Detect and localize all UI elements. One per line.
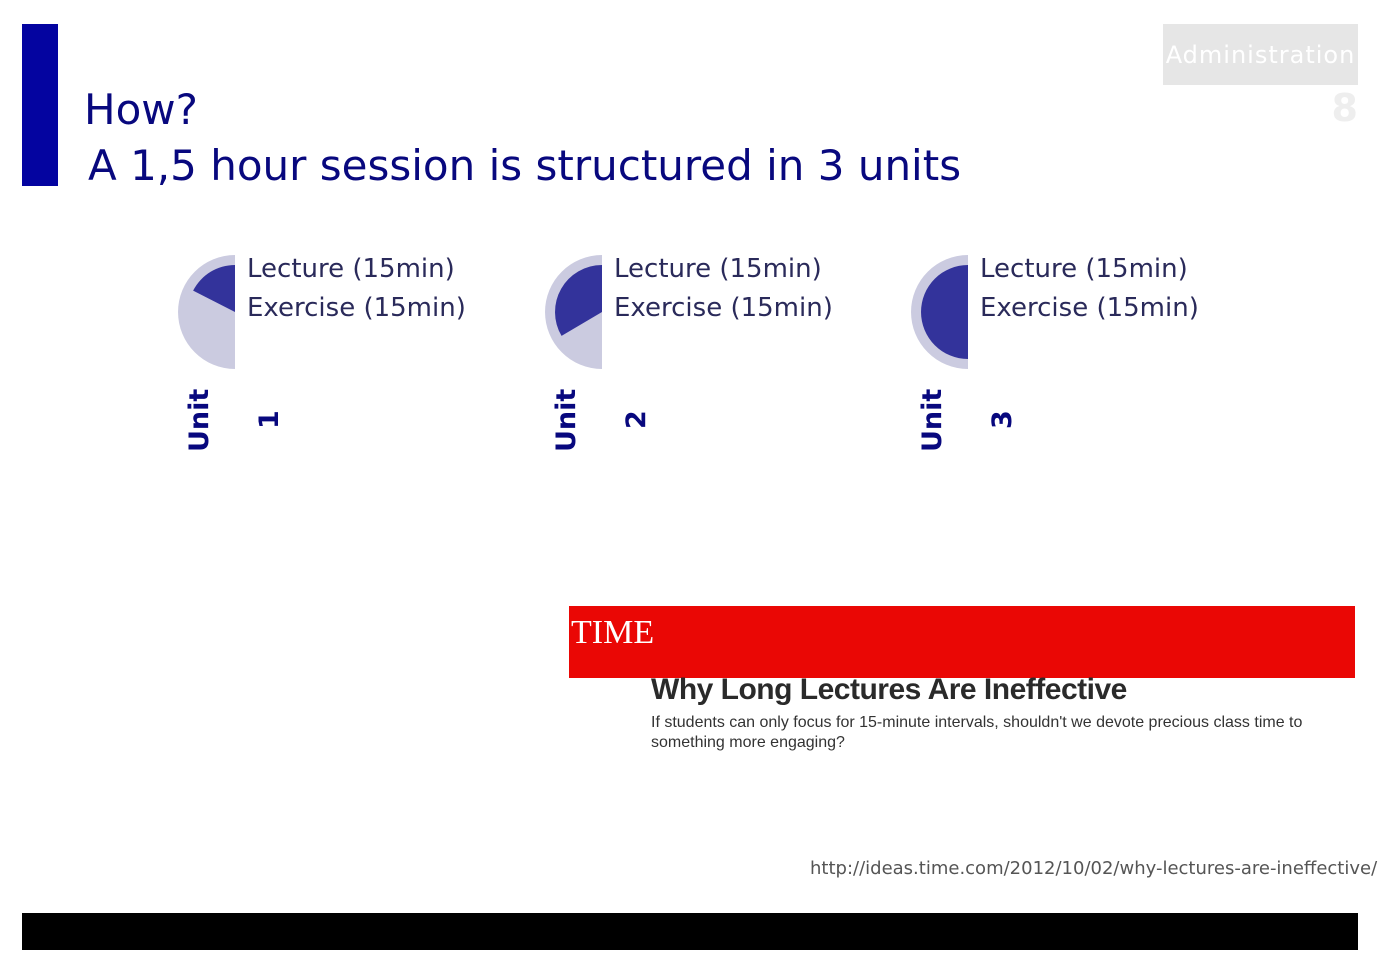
time-masthead-bar bbox=[569, 606, 1355, 678]
pie-progress bbox=[555, 265, 602, 336]
unit-1: Unit 1 Lecture (15min) Exercise (15min) bbox=[167, 254, 467, 474]
unit-2-label: Unit 2 bbox=[551, 388, 652, 452]
unit-2-exercise: Exercise (15min) bbox=[614, 293, 833, 323]
pie-progress bbox=[193, 265, 235, 312]
article-headline[interactable]: Why Long Lectures Are Ineffective bbox=[651, 673, 1127, 706]
unit-3-lecture: Lecture (15min) bbox=[980, 254, 1188, 284]
accent-bar bbox=[22, 24, 58, 186]
unit-1-activities: Lecture (15min) Exercise (15min) bbox=[247, 250, 466, 328]
footer-bar bbox=[22, 913, 1358, 950]
unit-1-exercise: Exercise (15min) bbox=[247, 293, 466, 323]
title-line-1: How? bbox=[84, 85, 198, 134]
article-dek: If students can only focus for 15-minute… bbox=[651, 714, 1303, 751]
title-line-2: A 1,5 hour session is structured in 3 un… bbox=[88, 141, 962, 190]
unit-3-activities: Lecture (15min) Exercise (15min) bbox=[980, 250, 1199, 328]
page-title: How? A 1,5 hour session is structured in… bbox=[84, 82, 961, 194]
page-number: 8 bbox=[1331, 86, 1358, 130]
unit-3-pie-icon bbox=[911, 255, 968, 369]
time-logo: TIME bbox=[571, 614, 655, 651]
unit-2-activities: Lecture (15min) Exercise (15min) bbox=[614, 250, 833, 328]
unit-3-label: Unit 3 bbox=[917, 388, 1018, 452]
unit-2-lecture: Lecture (15min) bbox=[614, 254, 822, 284]
unit-1-lecture: Lecture (15min) bbox=[247, 254, 455, 284]
section-tag: Administration bbox=[1163, 24, 1358, 85]
source-link[interactable]: http://ideas.time.com/2012/10/02/why-lec… bbox=[810, 858, 1378, 879]
unit-1-label: Unit 1 bbox=[184, 388, 285, 452]
unit-3-exercise: Exercise (15min) bbox=[980, 293, 1199, 323]
unit-1-pie-icon bbox=[178, 255, 235, 369]
unit-3: Unit 3 Lecture (15min) Exercise (15min) bbox=[900, 254, 1200, 474]
unit-2-pie-icon bbox=[545, 255, 602, 369]
pie-progress bbox=[921, 265, 968, 359]
unit-2: Unit 2 Lecture (15min) Exercise (15min) bbox=[534, 254, 834, 474]
